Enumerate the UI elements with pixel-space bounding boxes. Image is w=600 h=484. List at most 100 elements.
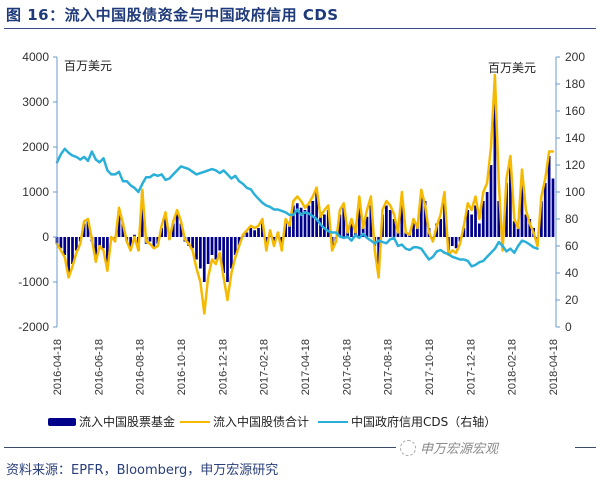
bar <box>543 183 547 237</box>
bar <box>284 223 287 237</box>
bar <box>160 228 163 237</box>
footer-divider <box>4 447 396 448</box>
bar <box>106 237 109 269</box>
bar <box>179 223 183 237</box>
right-tick-label: 80 <box>565 212 579 226</box>
bar <box>528 219 532 237</box>
bar <box>497 201 501 237</box>
bar <box>148 237 152 242</box>
x-tick-label: 2017-02-18 <box>259 339 271 395</box>
left-tick-label: 4000 <box>22 50 49 64</box>
bar <box>439 219 442 237</box>
bar <box>63 237 67 255</box>
bar <box>481 201 485 237</box>
x-tick-label: 2016-12-18 <box>217 339 229 395</box>
watermark-text: 申万宏源宏观 <box>420 442 499 457</box>
bar <box>195 237 198 260</box>
bar <box>540 201 543 237</box>
bar <box>292 205 295 237</box>
cds-line <box>55 147 539 268</box>
bar <box>489 165 493 237</box>
right-axis-unit: 百万美元 <box>488 61 536 75</box>
bar <box>94 237 98 260</box>
x-tick-label: 2017-06-18 <box>341 339 353 395</box>
bar <box>257 228 260 237</box>
bar <box>102 237 105 249</box>
bar <box>152 237 156 249</box>
bar <box>443 201 446 237</box>
figure-title: 图 16：流入中国股债资金与中国政府信用 CDS <box>6 6 339 24</box>
legend: 流入中国股票基金 流入中国股债合计 中国政府信用CDS（右轴） <box>0 413 600 433</box>
right-tick-label: 180 <box>565 77 585 91</box>
bar <box>400 196 404 237</box>
bar <box>357 201 361 237</box>
bar <box>392 219 396 237</box>
bar <box>210 237 214 255</box>
bar <box>404 232 408 237</box>
equity-fund-bars <box>55 102 555 282</box>
left-tick-label: 0 <box>42 230 49 244</box>
bar <box>315 192 318 237</box>
bar <box>361 223 365 237</box>
bar <box>466 210 470 237</box>
x-tick-label: 2017-10-18 <box>424 339 436 395</box>
bar <box>222 237 225 273</box>
bar <box>249 228 253 237</box>
right-tick-label: 0 <box>565 320 572 334</box>
footer-divider <box>575 447 596 448</box>
bar <box>272 237 276 244</box>
right-tick-label: 40 <box>565 266 579 280</box>
legend-label: 流入中国股票基金 <box>79 415 176 429</box>
bar <box>512 221 516 237</box>
legend-label: 中国政府信用CDS（右轴） <box>351 415 497 429</box>
bar <box>505 183 508 237</box>
bar <box>299 207 303 237</box>
bar <box>202 237 206 282</box>
left-tick-label: -2000 <box>18 320 49 334</box>
bar <box>478 223 481 237</box>
bar <box>230 237 233 269</box>
bar <box>67 237 70 276</box>
watermark: 申万宏源宏观 <box>400 438 498 457</box>
bar <box>245 232 249 237</box>
bar <box>311 201 315 237</box>
bar <box>59 237 63 249</box>
bar <box>75 237 78 251</box>
bar <box>485 192 489 237</box>
bar <box>288 223 291 237</box>
bar <box>419 196 423 237</box>
bar <box>450 237 454 246</box>
bar <box>326 210 330 237</box>
bar <box>423 201 427 237</box>
bar <box>416 223 419 237</box>
x-tick-label: 2017-12-18 <box>465 339 477 395</box>
bar <box>307 205 311 237</box>
bar <box>129 237 132 249</box>
bar <box>342 207 346 237</box>
bar <box>516 223 520 237</box>
bar <box>385 205 388 237</box>
bar <box>509 160 512 237</box>
bar <box>187 237 191 246</box>
bar <box>412 219 415 237</box>
left-tick-label: 1000 <box>22 185 49 199</box>
x-tick-label: 2018-02-18 <box>507 339 519 395</box>
bar <box>191 237 194 249</box>
chart: -2000 -1000 0 1000 2000 3000 4000 0 20 40 60 80 100 1… <box>18 50 585 395</box>
title-divider <box>4 28 596 29</box>
bar <box>82 223 86 237</box>
total-flows-line <box>55 73 555 315</box>
right-tick-label: 60 <box>565 239 579 253</box>
bar <box>369 205 373 237</box>
x-tick-label: 2016-10-18 <box>176 339 188 395</box>
bar <box>323 214 326 237</box>
bar <box>98 237 101 246</box>
bar <box>86 221 90 237</box>
left-tick-label: 2000 <box>22 140 49 154</box>
bar <box>547 156 551 237</box>
bar <box>551 178 555 237</box>
bar <box>524 214 528 237</box>
right-tick-label: 20 <box>565 293 579 307</box>
x-tick-label: 2016-04-18 <box>52 339 64 395</box>
legend-item-equity-funds: 流入中国股票基金 <box>48 413 175 430</box>
